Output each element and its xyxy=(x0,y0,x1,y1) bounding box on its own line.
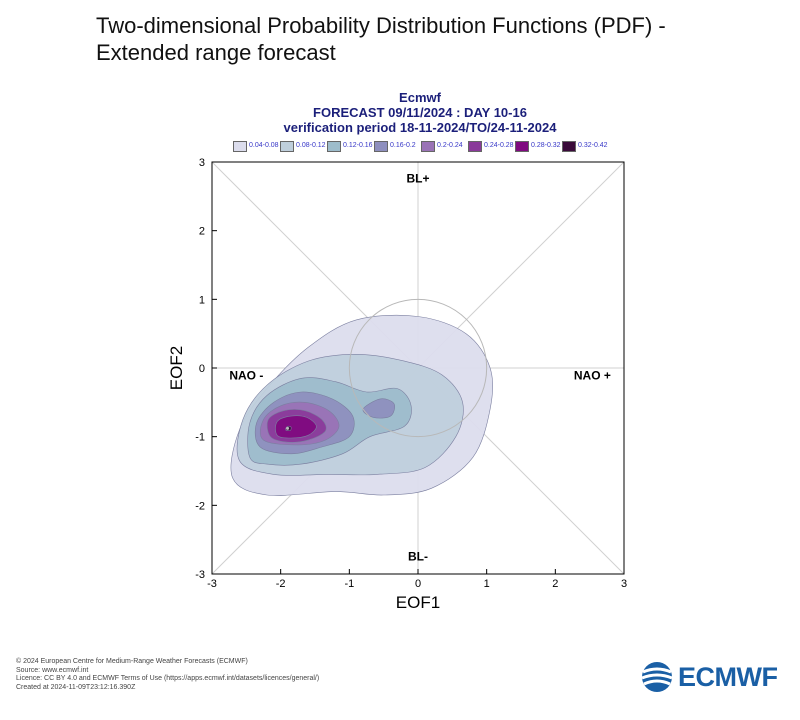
contour-level xyxy=(362,398,395,419)
legend-swatch xyxy=(515,141,529,152)
y-tick-label: -3 xyxy=(195,569,205,581)
globe-icon xyxy=(641,662,673,692)
x-axis-label: EOF1 xyxy=(396,593,440,612)
page-title-line2: Extended range forecast xyxy=(96,40,336,65)
footer-source: Source: www.ecmwf.int xyxy=(16,666,89,674)
x-tick-label: 3 xyxy=(621,578,627,590)
x-tick-label: -1 xyxy=(344,578,354,590)
logo-text: ECMWF xyxy=(678,662,778,692)
legend-swatch xyxy=(374,141,388,152)
y-tick-label: 0 xyxy=(199,363,205,375)
y-axis-label: EOF2 xyxy=(167,346,186,390)
header-verification: verification period 18-11-2024/TO/24-11-… xyxy=(283,120,557,135)
y-tick-label: -2 xyxy=(195,500,205,512)
x-tick-label: 2 xyxy=(552,578,558,590)
regime-label-bl-minus: BL- xyxy=(408,549,428,563)
footer-licence: Licence: CC BY 4.0 and ECMWF Terms of Us… xyxy=(16,675,320,682)
regime-label-nao-minus: NAO - xyxy=(229,369,263,383)
plot-header: Ecmwf FORECAST 09/11/2024 : DAY 10-16 ve… xyxy=(200,90,640,135)
legend-label: 0.12-0.16 xyxy=(343,142,373,149)
legend-label: 0.04-0.08 xyxy=(249,142,279,149)
legend-label: 0.28-0.32 xyxy=(531,142,561,149)
y-tick-label: 2 xyxy=(199,226,205,238)
x-tick-label: -2 xyxy=(276,578,286,590)
header-forecast: FORECAST 09/11/2024 : DAY 10-16 xyxy=(313,105,527,120)
contour-level xyxy=(275,415,317,439)
legend-swatch xyxy=(421,141,435,152)
legend-swatch xyxy=(468,141,482,152)
footer-copyright: © 2024 European Centre for Medium-Range … xyxy=(16,658,248,665)
peak-marker xyxy=(286,426,290,430)
y-tick-label: 3 xyxy=(199,157,205,169)
page-title-line1: Two-dimensional Probability Distribution… xyxy=(96,13,666,38)
legend-swatch xyxy=(327,141,341,152)
x-tick-label: -3 xyxy=(207,578,217,590)
y-tick-label: -1 xyxy=(195,432,205,444)
footer: © 2024 European Centre for Medium-Range … xyxy=(16,658,319,692)
legend-swatch xyxy=(233,141,247,152)
header-org: Ecmwf xyxy=(399,90,441,105)
regime-label-bl-plus: BL+ xyxy=(406,172,429,186)
ecmwf-logo[interactable]: ECMWF xyxy=(640,660,790,694)
legend-label: 0.24-0.28 xyxy=(484,142,514,149)
legend-swatch xyxy=(562,141,576,152)
footer-created: Created at 2024-11-09T23:12:16.390Z xyxy=(16,683,136,691)
x-tick-label: 0 xyxy=(415,578,421,590)
legend-label: 0.32-0.42 xyxy=(578,142,608,149)
legend-swatch xyxy=(280,141,294,152)
x-tick-label: 1 xyxy=(484,578,490,590)
page-title: Two-dimensional Probability Distribution… xyxy=(96,12,736,66)
legend-label: 0.2-0.24 xyxy=(437,142,463,149)
legend-label: 0.16-0.2 xyxy=(390,142,416,149)
regime-label-nao-plus: NAO + xyxy=(574,369,611,383)
legend-label: 0.08-0.12 xyxy=(296,142,326,149)
reference-circle xyxy=(348,298,488,438)
y-tick-label: 1 xyxy=(199,294,205,306)
